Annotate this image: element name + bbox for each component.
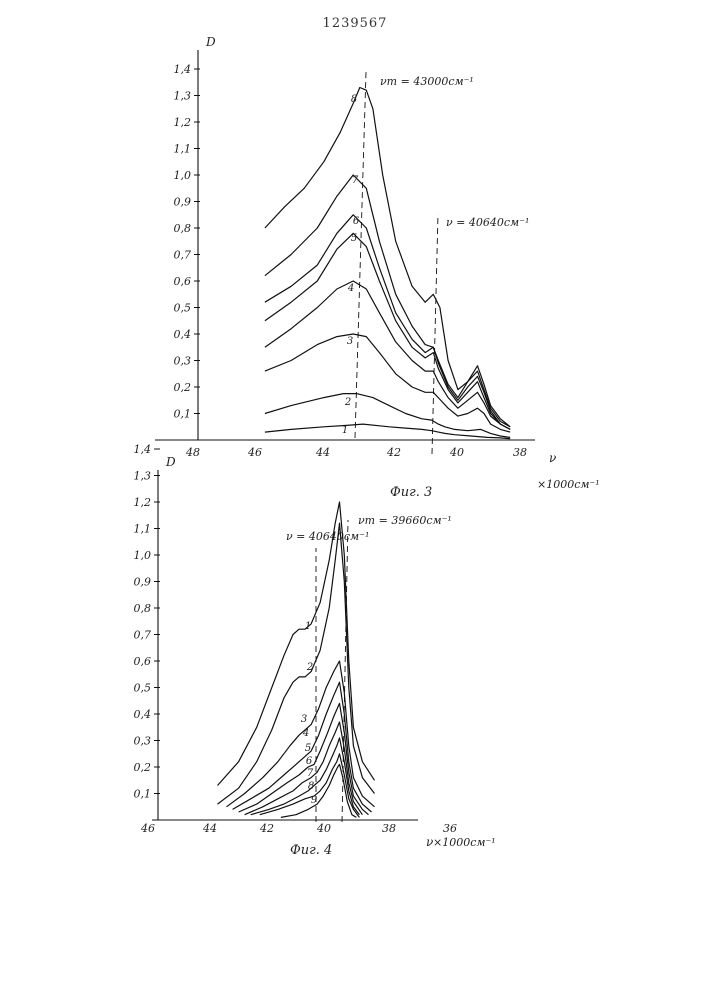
fig4-y-tick-label: 1,1 (134, 523, 152, 536)
fig4-curve-label: 6 (306, 756, 313, 767)
fig3-caption: Фиг. 3 (390, 485, 432, 500)
patent-page: 1239567 0,10,20,30,40,50,60,70,80,91,01,… (0, 0, 707, 1000)
fig4-chart: 0,1 0,2 0,3 0,4 0,5 0,6 0,7 0,8 0,9 1,0 1,1 1,2 1,3 1… (134, 443, 496, 858)
fig3-curve-4 (265, 281, 510, 429)
fig3-y-tick-label: 0,3 (174, 355, 192, 368)
fig3-curve-label: 4 (347, 283, 354, 294)
fig3-y-tick-label: 0,1 (174, 408, 192, 421)
fig3-y-tick-label: 0,7 (174, 249, 192, 262)
fig4-curve-label: 4 (302, 728, 309, 739)
fig4-x-tick-label: 38 (382, 822, 396, 835)
fig3-x-tick-label: 42 (386, 446, 401, 459)
fig4-x-tick-label: 42 (259, 822, 274, 835)
fig4-x-tick-label: 40 (316, 822, 331, 835)
fig3-x-tick-label: 40 (449, 446, 464, 459)
fig4-caption: Фиг. 4 (290, 843, 332, 858)
fig3-annotation: ν = 40640см⁻¹ (446, 216, 529, 229)
fig3-curve-6 (265, 215, 510, 430)
fig3-x-axis-unit: ×1000см⁻¹ (537, 478, 600, 491)
fig4-curve-label: 2 (306, 662, 313, 673)
fig3-reference-line (355, 72, 366, 438)
figure-canvas: 0,1 0,2 0,3 0,4 0,5 0,6 0,7 0,8 0,9 1,0 1,1 1,2 1,3 1… (0, 0, 707, 1000)
fig4-y-tick-label: 1,0 (134, 549, 152, 562)
fig4-y-tick-label: 0,8 (134, 602, 152, 615)
fig3-y-tick-label: 0,9 (174, 196, 192, 209)
fig3-y-tick-label: 1,1 (174, 143, 192, 156)
fig4-annotation: νm = 39660см⁻¹ (358, 514, 452, 527)
fig3-curve-1 (265, 424, 510, 439)
fig4-y-tick-label: 0,3 (134, 735, 152, 748)
fig3-y-tick-label: 0,4 (174, 328, 192, 341)
fig4-y-tick-label: 0,4 (134, 708, 152, 721)
fig4-x-tick-label: 36 (443, 822, 457, 835)
fig4-curve-1 (218, 502, 375, 786)
fig3-y-tick-label: 1,3 (174, 90, 192, 103)
fig4-x-tick-label: 46 (140, 822, 155, 835)
fig3-curve-label: 8 (351, 94, 357, 105)
fig3-curve-label: 1 (342, 425, 348, 436)
fig3-reference-line (432, 214, 438, 454)
fig3-curve-label: 7 (352, 175, 359, 186)
fig4-y-tick-label: 0,1 (134, 788, 152, 801)
fig3-curve-label: 3 (347, 336, 353, 347)
fig3-curve-label: 6 (353, 216, 360, 227)
fig4-y-tick-label: 1,2 (134, 496, 152, 509)
fig3-x-tick-label: 46 (247, 446, 262, 459)
fig3-y-tick-label: 1,2 (174, 116, 192, 129)
fig3-x-tick-label: 44 (315, 446, 330, 459)
fig3-curve-label: 5 (351, 233, 357, 244)
fig4-y-tick-label: 0,6 (134, 655, 152, 668)
fig4-x-axis-unit: ×1000см⁻¹ (433, 836, 496, 849)
fig4-y-tick-label: 0,9 (134, 576, 152, 589)
fig4-x-tick-label: 44 (202, 822, 217, 835)
fig3-curve-5 (265, 233, 510, 429)
fig4-curve-label: 7 (307, 768, 314, 779)
fig4-curve-label: 3 (301, 714, 307, 725)
fig4-y-tick-label: 1,3 (134, 470, 152, 483)
fig3-x-tick-label: 48 (185, 446, 200, 459)
fig4-curve-label: 1 (305, 621, 311, 632)
fig4-curve-label: 8 (308, 781, 314, 792)
fig3-y-tick-label: 0,8 (174, 222, 192, 235)
fig4-y-axis-label: D (165, 455, 176, 469)
fig4-y-tick-label: 0,7 (134, 629, 152, 642)
fig3-annotation: νm = 43000см⁻¹ (380, 75, 474, 88)
fig3-chart: 0,1 0,2 0,3 0,4 0,5 0,6 0,7 0,8 0,9 1,0 1,1 1,2 1,3 1… (155, 35, 600, 500)
fig3-y-axis-label: D (205, 35, 216, 49)
fig3-curve-2 (265, 394, 510, 438)
fig3-x-axis-symbol: ν (549, 451, 556, 465)
fig3-y-tick-label: 1,4 (174, 63, 192, 76)
fig4-y-tick-label: 0,5 (134, 682, 152, 695)
fig3-y-tick-label: 0,5 (174, 302, 192, 315)
fig3-x-tick-label: 38 (513, 446, 527, 459)
fig4-curve-label: 9 (311, 795, 318, 806)
fig3-curve-label: 2 (344, 397, 351, 408)
fig4-y-tick-label: 1,4 (134, 443, 152, 456)
fig3-y-tick-label: 0,6 (174, 275, 192, 288)
fig3-curve-3 (265, 334, 510, 432)
fig4-annotation: ν = 40640см⁻¹ (286, 530, 369, 543)
fig4-y-tick-label: 0,2 (134, 761, 152, 774)
fig3-y-tick-label: 1,0 (174, 169, 192, 182)
fig3-y-tick-label: 0,2 (174, 381, 192, 394)
fig4-curve-label: 5 (305, 743, 311, 754)
